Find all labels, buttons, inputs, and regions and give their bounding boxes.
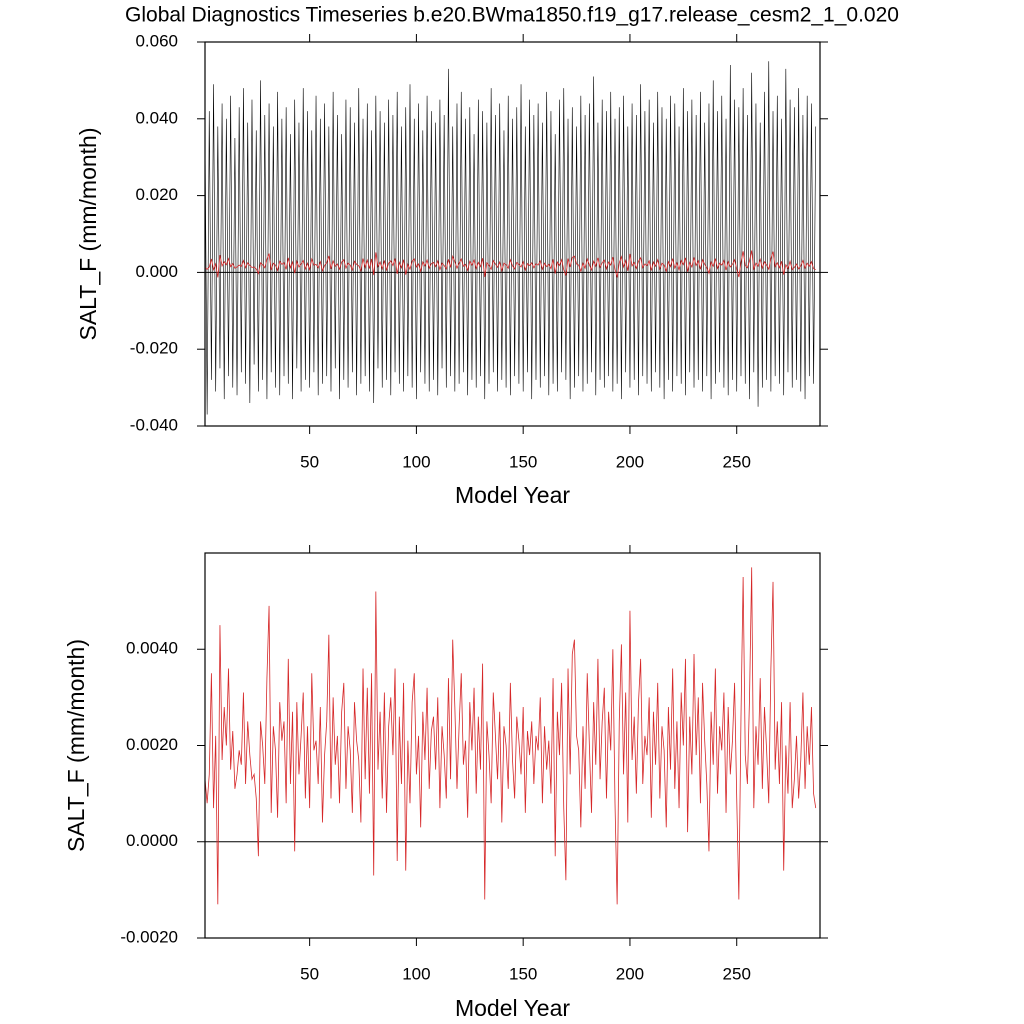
x-tick-label: 150	[509, 964, 537, 983]
data-line	[204, 250, 816, 278]
data-line	[204, 61, 817, 415]
x-tick-label: 50	[300, 964, 319, 983]
x-tick-label: 100	[402, 964, 430, 983]
y-tick-label: 0.0020	[126, 735, 178, 754]
x-tick-label: 250	[723, 964, 751, 983]
y-tick-label: 0.0040	[126, 639, 178, 658]
x-axis-title: Model Year	[455, 482, 570, 508]
y-tick-label: 0.060	[135, 31, 178, 50]
y-tick-label: -0.0020	[120, 927, 178, 946]
y-tick-label: 0.020	[135, 185, 178, 204]
plot-frame	[204, 41, 821, 427]
x-axis-title: Model Year	[455, 995, 570, 1021]
x-tick-label: 100	[402, 452, 430, 471]
x-tick-label: 150	[509, 452, 537, 471]
chart-title: Global Diagnostics Timeseries b.e20.BWma…	[125, 4, 899, 27]
y-tick-label: -0.020	[130, 339, 178, 358]
x-tick-label: 250	[723, 452, 751, 471]
y-axis-title: SALT_F (mm/month)	[75, 128, 101, 341]
x-tick-label: 200	[616, 964, 644, 983]
x-tick-label: 200	[616, 452, 644, 471]
y-tick-label: -0.040	[130, 415, 178, 434]
y-tick-label: 0.000	[135, 262, 178, 281]
y-axis-title: SALT_F (mm/month)	[63, 639, 89, 852]
data-line	[204, 567, 817, 905]
x-tick-label: 50	[300, 452, 319, 471]
y-tick-label: 0.040	[135, 108, 178, 127]
y-tick-label: 0.0000	[126, 831, 178, 850]
